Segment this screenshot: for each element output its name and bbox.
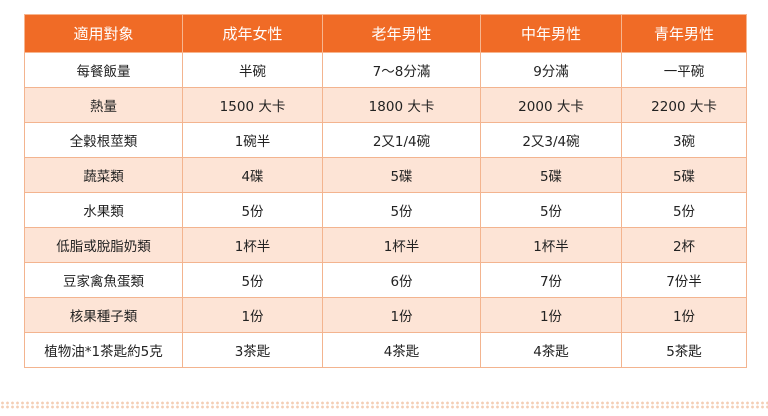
table-cell: 1份 [480,297,622,333]
row-label: 核果種子類 [24,297,183,333]
table-cell: 5份 [322,192,481,228]
table-cell: 2000 大卡 [480,87,622,123]
table-cell: 6份 [322,262,481,298]
table-cell: 2200 大卡 [621,87,747,123]
table-cell: 1碗半 [182,122,323,158]
table-cell: 9分滿 [480,52,622,88]
table-cell: 1杯半 [480,227,622,263]
row-label: 植物油*1茶匙約5克 [24,332,183,368]
table-cell: 2杯 [621,227,747,263]
table-row: 全穀根莖類 1碗半 2又1/4碗 2又3/4碗 3碗 [24,122,747,158]
table-cell: 7～8分滿 [322,52,481,88]
table-cell: 5份 [621,192,747,228]
table-cell: 1500 大卡 [182,87,323,123]
header-young-male: 青年男性 [621,14,747,53]
row-label: 蔬菜類 [24,157,183,193]
table-row: 每餐飯量 半碗 7～8分滿 9分滿 一平碗 [24,52,747,88]
table-cell: 5份 [480,192,622,228]
table-cell: 一平碗 [621,52,747,88]
table-cell: 5份 [182,262,323,298]
table-cell: 1杯半 [182,227,323,263]
header-senior-male: 老年男性 [322,14,481,53]
table-cell: 5碟 [621,157,747,193]
table-cell: 1800 大卡 [322,87,481,123]
table-row: 熱量 1500 大卡 1800 大卡 2000 大卡 2200 大卡 [24,87,747,123]
row-label: 熱量 [24,87,183,123]
table-cell: 3茶匙 [182,332,323,368]
header-target-group: 適用對象 [24,14,183,53]
row-label: 每餐飯量 [24,52,183,88]
table-row: 核果種子類 1份 1份 1份 1份 [24,297,747,333]
table-cell: 1杯半 [322,227,481,263]
row-label: 全穀根莖類 [24,122,183,158]
table-cell: 5份 [182,192,323,228]
table-cell: 5碟 [322,157,481,193]
table-row: 低脂或脫脂奶類 1杯半 1杯半 1杯半 2杯 [24,227,747,263]
header-adult-female: 成年女性 [182,14,323,53]
table-cell: 1份 [322,297,481,333]
header-middle-aged-male: 中年男性 [480,14,622,53]
table-cell: 2又1/4碗 [322,122,481,158]
table-cell: 4茶匙 [322,332,481,368]
row-label: 豆家禽魚蛋類 [24,262,183,298]
table-cell: 7份 [480,262,622,298]
dotted-divider [0,401,768,409]
row-label: 低脂或脫脂奶類 [24,227,183,263]
table-row: 水果類 5份 5份 5份 5份 [24,192,747,228]
row-label: 水果類 [24,192,183,228]
table-cell: 5碟 [480,157,622,193]
table-header-row: 適用對象 成年女性 老年男性 中年男性 青年男性 [24,14,747,53]
table-cell: 3碗 [621,122,747,158]
table-cell: 5茶匙 [621,332,747,368]
table-row: 植物油*1茶匙約5克 3茶匙 4茶匙 4茶匙 5茶匙 [24,332,747,368]
table-cell: 半碗 [182,52,323,88]
table-cell: 1份 [621,297,747,333]
table-cell: 7份半 [621,262,747,298]
table-row: 蔬菜類 4碟 5碟 5碟 5碟 [24,157,747,193]
table-cell: 1份 [182,297,323,333]
diet-table: 適用對象 成年女性 老年男性 中年男性 青年男性 每餐飯量 半碗 7～8分滿 9… [24,14,747,368]
table-cell: 2又3/4碗 [480,122,622,158]
table-row: 豆家禽魚蛋類 5份 6份 7份 7份半 [24,262,747,298]
table-cell: 4茶匙 [480,332,622,368]
table-cell: 4碟 [182,157,323,193]
